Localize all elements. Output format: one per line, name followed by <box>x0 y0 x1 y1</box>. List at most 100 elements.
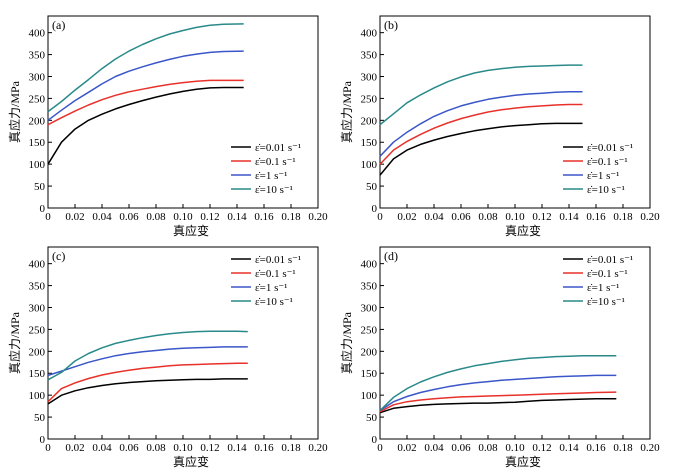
y-tick-label: 400 <box>29 259 46 271</box>
y-axis-title: 真应力/MPa <box>339 311 354 374</box>
x-tick-label: 0.04 <box>424 442 444 454</box>
x-tick-label: 0.18 <box>613 211 633 223</box>
legend-label: ε̇=10 s⁻¹ <box>587 296 625 308</box>
y-tick-label: 300 <box>361 302 378 314</box>
chart-panel-1: 0 0.02 0.04 0.06 0.08 0.10 0.12 0.14 0.16 0.18 0.2… <box>7 15 328 238</box>
legend-label: ε̇=0.01 s⁻¹ <box>587 254 633 266</box>
y-axis-title: 真应力/MPa <box>7 80 22 143</box>
y-tick-label: 0 <box>40 434 46 446</box>
series-line-4 <box>47 330 248 381</box>
legend-label: ε̇=0.1 s⁻¹ <box>587 268 628 280</box>
x-tick-label: 0.12 <box>200 211 219 223</box>
x-tick-label: 0.08 <box>146 211 166 223</box>
legend-label: ε̇=0.1 s⁻¹ <box>255 268 296 280</box>
x-tick-label: 0.16 <box>586 211 606 223</box>
legend-label: ε̇=1 s⁻¹ <box>587 282 619 294</box>
x-tick-label: 0.08 <box>478 442 498 454</box>
y-tick-label: 50 <box>366 181 378 193</box>
x-tick-label: 0.04 <box>92 211 112 223</box>
x-tick-label: 0.16 <box>254 442 274 454</box>
legend-label: ε̇=10 s⁻¹ <box>587 184 625 196</box>
series-line-1 <box>47 86 244 165</box>
x-tick-label: 0.18 <box>281 211 301 223</box>
series-line-4 <box>47 23 244 113</box>
series-line-2 <box>379 391 617 413</box>
x-tick-label: 0.14 <box>227 211 247 223</box>
legend-label: ε̇=10 s⁻¹ <box>255 184 293 196</box>
x-tick-label: 0.16 <box>254 211 274 223</box>
series-line-1 <box>47 378 248 405</box>
y-tick-label: 100 <box>361 390 378 402</box>
x-tick-label: 0.10 <box>173 442 193 454</box>
x-tick-label: 0.18 <box>613 442 633 454</box>
y-tick-label: 100 <box>361 159 378 171</box>
y-tick-label: 200 <box>29 115 46 127</box>
y-tick-label: 200 <box>361 346 378 358</box>
legend-label: ε̇=0.01 s⁻¹ <box>255 254 301 266</box>
y-tick-label: 0 <box>372 203 378 215</box>
y-axis-title: 真应力/MPa <box>7 311 22 374</box>
legend-label: ε̇=10 s⁻¹ <box>255 296 293 308</box>
x-tick-label: 0.20 <box>640 211 660 223</box>
panel-label: (a) <box>52 18 65 32</box>
legend-label: ε̇=1 s⁻¹ <box>255 282 287 294</box>
x-tick-label: 0 <box>377 211 383 223</box>
x-tick-label: 0.10 <box>173 211 193 223</box>
series-line-2 <box>47 362 248 403</box>
y-tick-label: 250 <box>361 93 378 105</box>
y-tick-label: 50 <box>34 412 46 424</box>
y-tick-label: 300 <box>29 71 46 83</box>
y-tick-label: 50 <box>366 412 378 424</box>
panel-label: (d) <box>384 249 398 263</box>
legend-label: ε̇=0.1 s⁻¹ <box>587 156 628 168</box>
y-tick-label: 150 <box>29 137 46 149</box>
legend-label: ε̇=1 s⁻¹ <box>255 170 287 182</box>
x-tick-label: 0.10 <box>505 442 525 454</box>
x-tick-label: 0.20 <box>308 211 328 223</box>
x-tick-label: 0.12 <box>200 442 219 454</box>
legend-label: ε̇=1 s⁻¹ <box>587 170 619 182</box>
chart-panel-2: 0 0.02 0.04 0.06 0.08 0.10 0.12 0.14 0.16 0.18 0.2… <box>339 15 660 238</box>
x-tick-label: 0 <box>45 442 51 454</box>
y-tick-label: 350 <box>361 281 378 293</box>
y-tick-label: 0 <box>372 434 378 446</box>
x-axis-title: 真应变 <box>505 223 541 238</box>
x-tick-label: 0.08 <box>478 211 498 223</box>
series-line-4 <box>379 354 617 412</box>
legend-label: ε̇=0.01 s⁻¹ <box>255 142 301 154</box>
x-tick-label: 0.02 <box>65 211 84 223</box>
legend-label: ε̇=0.01 s⁻¹ <box>587 142 633 154</box>
series-line-3 <box>47 346 248 377</box>
x-tick-label: 0.02 <box>397 211 416 223</box>
y-tick-label: 150 <box>361 368 378 380</box>
x-axis-title: 真应变 <box>173 454 209 469</box>
x-tick-label: 0.14 <box>227 442 247 454</box>
y-tick-label: 250 <box>29 324 46 336</box>
y-tick-label: 0 <box>40 203 46 215</box>
x-tick-label: 0.04 <box>92 442 112 454</box>
x-tick-label: 0 <box>377 442 383 454</box>
x-tick-label: 0.06 <box>119 442 139 454</box>
panel-label: (c) <box>52 249 65 263</box>
x-tick-label: 0.18 <box>281 442 301 454</box>
x-tick-label: 0.20 <box>308 442 328 454</box>
x-tick-label: 0.06 <box>451 442 471 454</box>
x-tick-label: 0.12 <box>532 442 551 454</box>
x-tick-label: 0.06 <box>451 211 471 223</box>
x-tick-label: 0.02 <box>397 442 416 454</box>
y-tick-label: 350 <box>29 281 46 293</box>
x-tick-label: 0.14 <box>559 442 579 454</box>
legend-label: ε̇=0.1 s⁻¹ <box>255 156 296 168</box>
y-axis-title: 真应力/MPa <box>339 80 354 143</box>
chart-panel-4: 0 0.02 0.04 0.06 0.08 0.10 0.12 0.14 0.16 0.18 0.2… <box>339 246 660 469</box>
series-line-3 <box>47 50 244 121</box>
x-tick-label: 0.16 <box>586 442 606 454</box>
series-line-1 <box>379 122 583 176</box>
x-tick-label: 0.06 <box>119 211 139 223</box>
x-tick-label: 0.20 <box>640 442 660 454</box>
y-tick-label: 400 <box>29 28 46 40</box>
y-tick-label: 400 <box>361 259 378 271</box>
x-axis-title: 真应变 <box>173 223 209 238</box>
y-tick-label: 300 <box>29 302 46 314</box>
